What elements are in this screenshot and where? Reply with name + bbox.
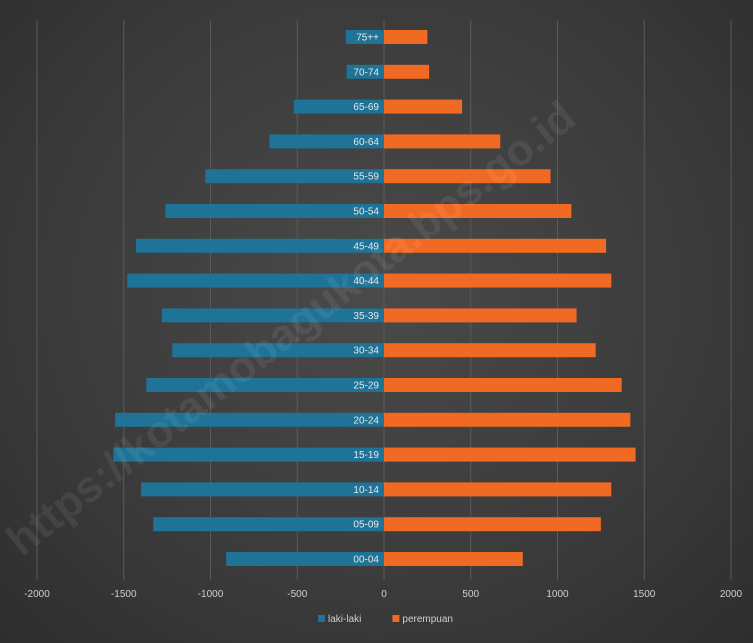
bar-perempuan-25-29: [384, 378, 622, 392]
legend-swatch-laki-laki: [318, 615, 325, 622]
category-label: 60-64: [353, 137, 379, 148]
bar-perempuan-20-24: [384, 413, 630, 427]
bar-laki-laki-10-14: [141, 482, 384, 496]
legend-swatch-perempuan: [392, 615, 399, 622]
x-tick-label: 1000: [546, 589, 569, 600]
category-label: 65-69: [353, 102, 379, 113]
bar-laki-laki-50-54: [165, 204, 384, 218]
x-tick-label: -2000: [24, 589, 50, 600]
category-label: 10-14: [353, 485, 379, 496]
legend: laki-laki perempuan: [318, 614, 453, 625]
category-label: 20-24: [353, 415, 379, 426]
bar-perempuan-75++: [384, 30, 427, 44]
bar-perempuan-65-69: [384, 100, 462, 114]
bar-laki-laki-45-49: [136, 239, 384, 253]
x-tick-label: -1500: [111, 589, 137, 600]
category-label: 50-54: [353, 207, 379, 218]
category-label: 05-09: [353, 520, 379, 531]
category-label: 35-39: [353, 311, 379, 322]
category-label: 15-19: [353, 450, 379, 461]
bar-laki-laki-05-09: [153, 517, 384, 531]
bar-perempuan-15-19: [384, 448, 636, 462]
x-tick-label: 2000: [720, 589, 743, 600]
legend-label-laki-laki: laki-laki: [328, 614, 361, 625]
category-label: 55-59: [353, 172, 379, 183]
bar-perempuan-40-44: [384, 274, 611, 288]
category-label: 25-29: [353, 381, 379, 392]
x-tick-label: 1500: [633, 589, 656, 600]
category-label: 00-04: [353, 555, 379, 566]
category-label: 75++: [356, 33, 379, 44]
category-label: 30-34: [353, 346, 379, 357]
x-axis-ticks: -2000 -1500 -1000 -500 0 500 1000 1500 2000: [24, 589, 742, 600]
category-label: 70-74: [353, 67, 379, 78]
bar-perempuan-10-14: [384, 482, 611, 496]
bar-perempuan-70-74: [384, 65, 429, 79]
x-tick-label: -1000: [198, 589, 224, 600]
bar-perempuan-05-09: [384, 517, 601, 531]
x-tick-label: -500: [287, 589, 307, 600]
legend-label-perempuan: perempuan: [402, 614, 453, 625]
bar-perempuan-60-64: [384, 134, 500, 148]
x-tick-label: 0: [381, 589, 387, 600]
x-tick-label: 500: [462, 589, 479, 600]
bar-perempuan-35-39: [384, 308, 577, 322]
bar-perempuan-00-04: [384, 552, 523, 566]
bar-perempuan-30-34: [384, 343, 596, 357]
